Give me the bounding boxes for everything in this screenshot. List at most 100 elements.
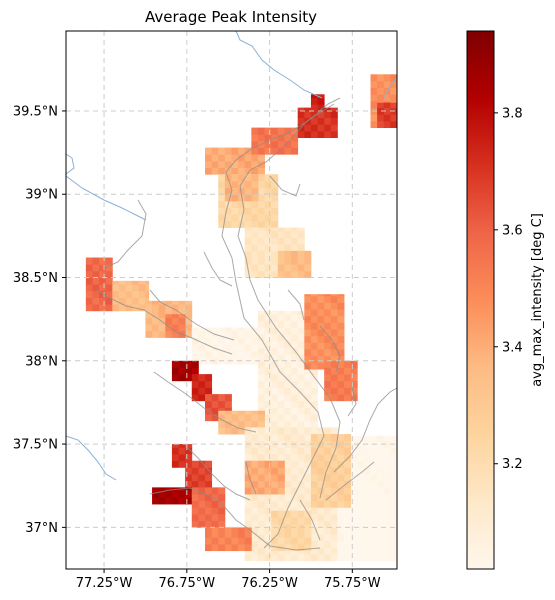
heatmap-cell [85, 284, 93, 292]
heatmap-cell [337, 367, 345, 375]
heatmap-cell [145, 284, 150, 292]
heatmap-cell [297, 494, 305, 502]
heatmap-cell [317, 547, 325, 555]
heatmap-cell [198, 480, 206, 488]
heatmap-cell [304, 110, 312, 119]
heatmap-cell [277, 347, 285, 355]
heatmap-cell [198, 380, 206, 388]
heatmap-cell [324, 329, 332, 337]
heatmap-cell [350, 387, 358, 395]
heatmap-cell [297, 117, 305, 125]
heatmap-cell [198, 374, 206, 382]
heatmap-cell [304, 367, 312, 375]
heatmap-cell [291, 400, 299, 408]
heatmap-cell [205, 344, 213, 352]
heatmap-cell [185, 317, 193, 325]
heatmap-cell [231, 544, 239, 552]
heatmap-cell [297, 250, 305, 258]
heatmap-cell [370, 454, 378, 462]
heatmap-cell [264, 454, 272, 462]
heatmap-cell [297, 320, 305, 328]
heatmap-cell [264, 447, 272, 455]
heatmap-cell [257, 227, 265, 232]
heatmap-cell [377, 494, 385, 502]
heatmap-cell [271, 447, 279, 455]
heatmap-cell [264, 394, 272, 402]
heatmap-cell [297, 394, 305, 402]
heatmap-cell [337, 494, 345, 502]
heatmap-cell [171, 374, 179, 382]
heatmap-cell [304, 355, 312, 363]
heatmap-cell [271, 270, 279, 278]
heatmap-cell [277, 434, 285, 442]
heatmap-cell [284, 264, 292, 272]
heatmap-cell [297, 517, 305, 525]
heatmap-cell [297, 334, 305, 342]
heatmap-cell [264, 414, 272, 422]
heatmap-cell [304, 530, 312, 538]
heatmap-cell [271, 454, 279, 462]
heatmap-cell [85, 290, 93, 298]
heatmap-cell [310, 367, 318, 375]
heatmap-cell [317, 507, 325, 515]
heatmap-cell [310, 355, 318, 363]
heatmap-cell [291, 447, 299, 455]
heatmap-cell [158, 324, 166, 332]
heatmap-cell [324, 467, 332, 475]
heatmap-cell [377, 554, 385, 562]
heatmap-cell [277, 367, 285, 375]
heatmap-cell [350, 554, 358, 562]
heatmap-cell [377, 460, 385, 468]
heatmap-cell [344, 380, 352, 388]
heatmap-cell [251, 250, 259, 258]
heatmap-cell [251, 527, 259, 535]
heatmap-cell [310, 460, 318, 468]
heatmap-cell [330, 554, 338, 562]
heatmap-cell [231, 174, 239, 182]
heatmap-cell [218, 194, 226, 202]
heatmap-cell [231, 154, 239, 162]
heatmap-cell [291, 327, 299, 335]
heatmap-cell [324, 367, 332, 375]
heatmap-cell [251, 357, 259, 365]
heatmap-cell [257, 494, 265, 502]
heatmap-cell [277, 474, 285, 482]
heatmap-cell [363, 467, 371, 475]
heatmap-cell [271, 480, 279, 488]
heatmap-cell [185, 480, 193, 488]
heatmap-cell [317, 534, 325, 542]
heatmap-cell [277, 127, 285, 135]
heatmap-cell [205, 480, 213, 488]
heatmap-cell [310, 124, 318, 132]
heatmap-cell [291, 237, 299, 245]
heatmap-cell [297, 510, 305, 518]
heatmap-cell [92, 297, 100, 305]
heatmap-cell [291, 244, 299, 252]
heatmap-cell [231, 527, 239, 532]
heatmap-cell [310, 110, 318, 119]
heatmap-cell [317, 97, 325, 105]
heatmap-cell [218, 200, 226, 208]
heatmap-cell [304, 434, 312, 442]
heatmap-cell [317, 467, 325, 475]
heatmap-cell [244, 414, 252, 422]
heatmap-cell [271, 187, 279, 195]
heatmap-cell [238, 527, 246, 532]
heatmap-cell [264, 187, 272, 195]
heatmap-cell [185, 474, 193, 482]
heatmap-cell [205, 544, 213, 552]
heatmap-cell [257, 180, 265, 188]
heatmap-cell [337, 315, 345, 323]
heatmap-cell [337, 329, 345, 337]
heatmap-cell [363, 520, 371, 528]
heatmap-cell [284, 340, 292, 348]
heatmap-cell [310, 387, 318, 395]
heatmap-cell [165, 487, 173, 492]
heatmap-cell [383, 554, 391, 562]
heatmap-cell [224, 350, 232, 358]
heatmap-cell [205, 160, 213, 168]
heatmap-cell [363, 435, 371, 442]
heatmap-cell [310, 520, 318, 528]
heatmap-cell [304, 295, 312, 303]
heatmap-cell [297, 500, 305, 508]
